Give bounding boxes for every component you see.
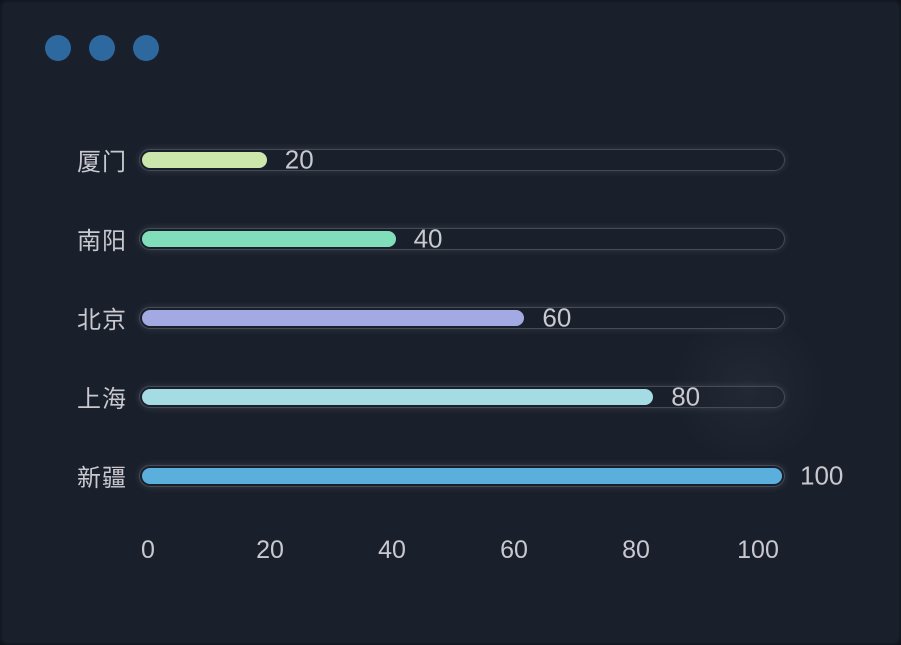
window-titlebar xyxy=(45,35,159,61)
x-axis-tick-label: 100 xyxy=(737,536,779,564)
category-label: 南阳 xyxy=(77,228,127,255)
bar-track: 40 xyxy=(139,223,785,253)
category-label: 北京 xyxy=(77,307,127,334)
bar-fill xyxy=(142,388,654,405)
x-axis-tick-label: 40 xyxy=(378,536,406,564)
x-axis-tick-label: 80 xyxy=(622,536,650,564)
x-axis-tick-label: 20 xyxy=(256,536,284,564)
bar-fill xyxy=(142,151,267,168)
bar-track: 60 xyxy=(139,302,785,332)
category-label: 厦门 xyxy=(77,149,127,176)
x-axis-tick-label: 60 xyxy=(500,536,528,564)
bar-fill xyxy=(142,230,396,247)
x-axis: 0 20 40 60 80 100 xyxy=(2,536,901,572)
bar-row: 新疆 100 xyxy=(2,436,901,515)
bar-chart: 厦门 20 南阳 40 北京 60 上海 80 新疆 100 xyxy=(2,120,901,515)
bar-fill xyxy=(142,467,782,484)
window-dot-3[interactable] xyxy=(133,35,159,61)
window-dot-1[interactable] xyxy=(45,35,71,61)
category-label: 新疆 xyxy=(77,465,127,492)
bar-track: 100 xyxy=(139,460,843,490)
bar-row: 上海 80 xyxy=(2,357,901,436)
bar-value-label: 80 xyxy=(671,381,701,411)
bar-value-label: 60 xyxy=(542,302,572,332)
category-label: 上海 xyxy=(77,386,127,413)
bar-row: 南阳 40 xyxy=(2,199,901,278)
bar-track: 80 xyxy=(139,381,785,411)
bar-row: 北京 60 xyxy=(2,278,901,357)
x-axis-tick-label: 0 xyxy=(141,536,155,564)
bar-fill xyxy=(142,309,525,326)
bar-value-label: 100 xyxy=(800,460,844,490)
bar-value-label: 40 xyxy=(413,223,443,253)
window-dot-2[interactable] xyxy=(89,35,115,61)
bar-track: 20 xyxy=(139,144,785,174)
bar-row: 厦门 20 xyxy=(2,120,901,199)
bar-value-label: 20 xyxy=(284,144,314,174)
